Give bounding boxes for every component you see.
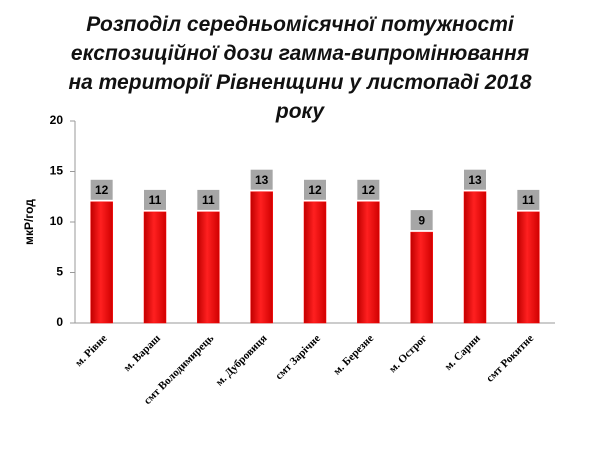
bar [143,211,167,324]
y-axis-label: мкР/год [22,199,36,245]
value-label: 11 [149,193,162,207]
x-tick-label: смт Рокитне [484,332,536,384]
x-tick-label: м. Березне [331,332,376,377]
value-label-box [464,169,486,190]
x-tick-label: м. Дубровиця [213,332,269,388]
value-label-box [357,179,380,200]
value-label: 12 [95,183,109,197]
value-label: 9 [418,213,425,227]
value-label: 13 [468,173,482,187]
value-label: 11 [202,193,215,207]
bar [250,191,273,324]
bar [410,231,433,324]
bar [517,211,540,324]
bar [357,201,380,324]
y-tick-label: 15 [50,164,64,178]
bar [197,211,220,324]
x-tick-label: м. Рівне [73,332,110,369]
x-tick-label: м. Сарни [442,332,483,373]
x-tick-label: смт Зарічне [273,332,323,382]
value-label-box [197,189,220,210]
bar [303,201,327,324]
bar [463,191,487,324]
value-label: 13 [255,173,269,187]
y-tick-label: 5 [56,265,63,279]
value-label-box [517,189,540,210]
value-label-box [304,179,326,200]
x-tick-label: м. Вараш [121,332,163,374]
y-tick-label: 10 [50,214,64,228]
value-label: 12 [362,183,376,197]
value-label-box [144,189,166,210]
value-label-box [250,169,273,190]
bar [90,201,113,324]
value-label: 12 [308,183,322,197]
chart-title: Розподіл середньомісячної потужності екс… [68,13,532,123]
x-tick-label: м. Острог [387,332,430,375]
value-label: 11 [522,193,535,207]
y-tick-label: 20 [50,113,64,127]
y-tick-label: 0 [56,315,63,329]
value-label-box [410,210,433,231]
value-label-box [90,179,113,200]
